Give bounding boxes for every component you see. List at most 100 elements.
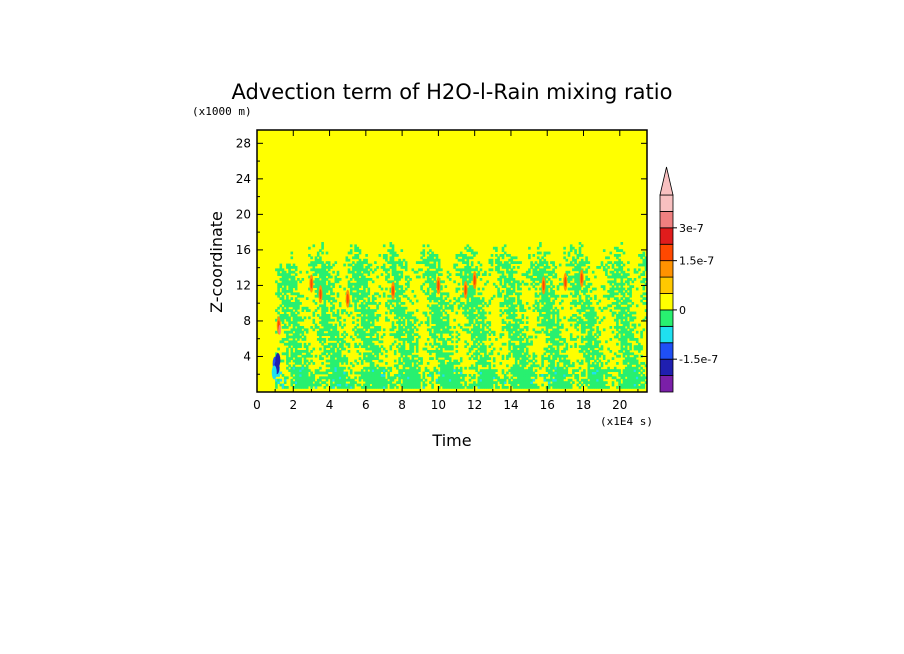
field-cell [609, 374, 613, 377]
field-cell [585, 287, 588, 291]
field-cell [316, 369, 320, 372]
field-cell [627, 364, 630, 368]
field-cell [440, 302, 443, 305]
field-cell [332, 364, 335, 368]
field-cell [499, 347, 503, 351]
field-cell [446, 326, 450, 329]
field-cell [336, 294, 340, 298]
field-cell [457, 287, 461, 291]
field-cell [558, 374, 562, 377]
field-cell [580, 350, 584, 353]
field-cell [486, 369, 489, 372]
field-cell [565, 273, 569, 276]
field-cell [356, 323, 360, 327]
field-cell [525, 342, 529, 346]
field-cell [418, 335, 421, 339]
field-cell [376, 328, 379, 332]
field-cell [556, 386, 560, 389]
field-cell [569, 302, 573, 305]
field-cell [380, 335, 384, 339]
field-cell [402, 309, 406, 312]
field-cell [301, 376, 305, 380]
field-cell [321, 314, 324, 317]
field-cell [554, 266, 558, 269]
field-cell [609, 270, 613, 274]
field-cell [404, 374, 408, 377]
field-cell [292, 381, 296, 384]
field-cell [294, 287, 298, 291]
field-cell [517, 364, 520, 368]
field-cell [316, 251, 320, 255]
field-blob [542, 280, 545, 291]
field-cell [334, 364, 338, 368]
field-cell [640, 335, 643, 339]
field-cell [400, 302, 404, 305]
field-cell [613, 311, 617, 315]
field-cell [521, 369, 525, 372]
field-cell [396, 294, 399, 298]
field-cell [321, 244, 324, 248]
field-cell [457, 374, 461, 377]
field-cell [369, 316, 373, 320]
field-cell [354, 244, 357, 248]
field-cell [523, 333, 527, 336]
field-cell [389, 376, 393, 380]
field-cell [453, 381, 456, 384]
field-cell [468, 347, 472, 351]
field-cell [433, 297, 437, 300]
field-cell [411, 342, 415, 346]
field-cell [363, 386, 366, 389]
field-cell [517, 280, 520, 284]
field-cell [281, 338, 285, 341]
field-cell [519, 304, 522, 308]
field-cell [558, 359, 562, 363]
field-cell [481, 304, 485, 308]
field-cell [470, 328, 474, 332]
field-cell [380, 273, 384, 276]
field-cell [620, 338, 624, 341]
field-cell [629, 292, 632, 296]
field-cell [585, 381, 588, 384]
field-cell [517, 350, 520, 353]
field-cell [528, 342, 531, 346]
field-cell [477, 381, 481, 384]
field-cell [330, 330, 333, 334]
field-cell [633, 371, 637, 375]
field-cell [281, 302, 285, 305]
field-cell [624, 299, 628, 303]
field-cell [539, 314, 542, 317]
field-cell [369, 362, 373, 365]
field-cell [468, 290, 472, 293]
field-cell [543, 318, 547, 322]
field-cell [360, 316, 364, 320]
field-cell [506, 323, 509, 327]
field-cell [294, 381, 298, 384]
field-cell [407, 352, 410, 356]
field-cell [470, 256, 474, 260]
field-cell [457, 282, 461, 286]
field-cell [327, 316, 331, 320]
field-cell [635, 330, 639, 334]
field-cell [589, 347, 593, 351]
field-cell [611, 287, 615, 291]
field-cell [387, 261, 390, 264]
field-cell [332, 318, 335, 322]
field-cell [554, 381, 558, 384]
field-cell [288, 321, 291, 324]
field-cell [426, 244, 430, 248]
field-cell [358, 371, 362, 375]
field-cell [451, 362, 454, 365]
field-cell [457, 323, 461, 327]
field-cell [618, 338, 621, 341]
field-cell [305, 328, 309, 332]
field-cell [290, 292, 294, 296]
field-cell [521, 309, 525, 312]
field-cell [277, 268, 280, 272]
field-cell [413, 294, 417, 298]
field-cell [556, 342, 560, 346]
x-unit-label: (x1E4 s) [600, 415, 653, 428]
field-cell [477, 311, 481, 315]
field-cell [393, 335, 397, 339]
field-cell [297, 328, 300, 332]
field-cell [633, 374, 637, 377]
